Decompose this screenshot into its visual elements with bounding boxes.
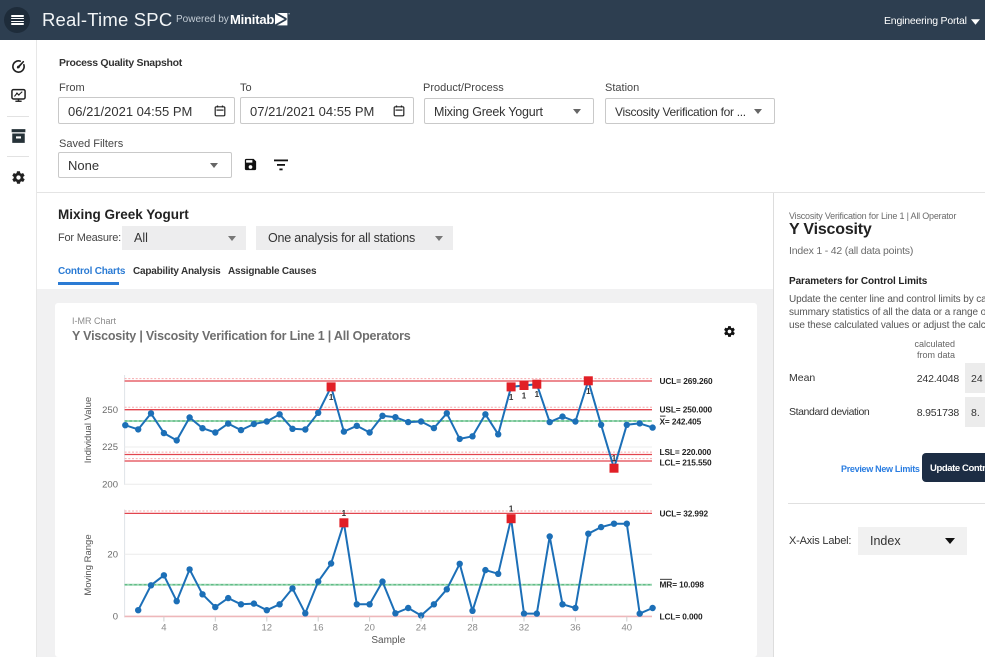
svg-text:UCL= 32.992: UCL= 32.992 — [660, 508, 709, 518]
svg-text:Sample: Sample — [371, 635, 405, 646]
svg-text:LCL= 215.550: LCL= 215.550 — [660, 458, 713, 468]
svg-text:200: 200 — [102, 480, 118, 491]
svg-text:UCL= 269.260: UCL= 269.260 — [660, 376, 713, 386]
svg-text:Moving Range: Moving Range — [83, 534, 94, 595]
svg-text:40: 40 — [622, 623, 633, 634]
svg-text:20: 20 — [107, 549, 118, 560]
svg-text:1: 1 — [329, 393, 334, 402]
svg-text:225: 225 — [102, 442, 118, 453]
svg-text:12: 12 — [262, 623, 273, 634]
svg-text:LSL= 220.000: LSL= 220.000 — [660, 447, 712, 457]
svg-text:250: 250 — [102, 405, 118, 416]
svg-text:1: 1 — [509, 393, 514, 402]
svg-text:20: 20 — [364, 623, 375, 634]
svg-text:X= 242.405: X= 242.405 — [660, 417, 702, 427]
svg-text:0: 0 — [113, 612, 118, 623]
svg-text:4: 4 — [161, 623, 166, 634]
svg-text:28: 28 — [467, 623, 478, 634]
svg-text:1: 1 — [612, 454, 617, 463]
svg-text:MR= 10.098: MR= 10.098 — [660, 580, 705, 590]
svg-text:USL= 250.000: USL= 250.000 — [660, 405, 713, 415]
svg-text:8: 8 — [213, 623, 218, 634]
svg-text:24: 24 — [416, 623, 427, 634]
svg-text:LCL= 0.000: LCL= 0.000 — [660, 611, 704, 621]
svg-text:1: 1 — [522, 392, 527, 401]
svg-text:1: 1 — [586, 387, 591, 396]
svg-text:16: 16 — [313, 623, 324, 634]
svg-text:1: 1 — [535, 390, 540, 399]
svg-text:32: 32 — [519, 623, 530, 634]
svg-text:36: 36 — [570, 623, 581, 634]
svg-text:1: 1 — [509, 505, 514, 514]
svg-text:Individual Value: Individual Value — [83, 397, 94, 463]
svg-text:1: 1 — [342, 509, 347, 518]
